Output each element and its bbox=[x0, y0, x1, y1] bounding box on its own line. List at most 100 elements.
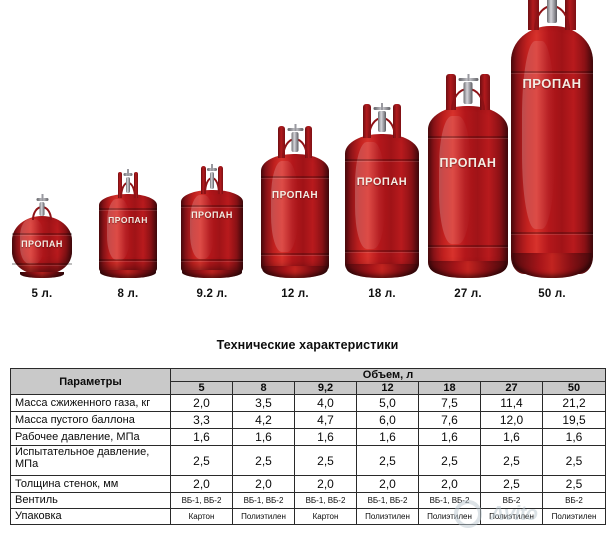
row-parameter-label: Масса сжиженного газа, кг bbox=[10, 394, 171, 412]
row-value-cell: Картон bbox=[294, 508, 357, 525]
row-value-cell: ВБ-1, ВБ-2 bbox=[294, 492, 357, 509]
row-value-cell: ВБ-1, ВБ-2 bbox=[232, 492, 295, 509]
row-value-cell: 1,6 bbox=[232, 428, 295, 446]
row-value-cell: 19,5 bbox=[541, 411, 607, 429]
cylinder-valve bbox=[207, 164, 217, 189]
row-value-cell: 2,0 bbox=[294, 475, 357, 493]
row-value-cell: 2,0 bbox=[232, 475, 295, 493]
cylinder-valve bbox=[123, 169, 133, 193]
row-value-cell: 1,6 bbox=[418, 428, 481, 446]
valve-stem bbox=[211, 164, 213, 171]
cylinder-illustration: ПРОПАН 8 л. bbox=[85, 162, 171, 300]
row-value-cell: 2,5 bbox=[480, 475, 543, 493]
cylinder-valve bbox=[36, 194, 48, 216]
cylinder-brand-text: ПРОПАН bbox=[108, 215, 148, 225]
collar-post bbox=[480, 74, 490, 110]
table-row: Испытательное давление, МПа 2,5 2,5 2,5 2,5 2… bbox=[10, 445, 607, 476]
row-value-cell: 3,3 bbox=[170, 411, 233, 429]
weld-seam bbox=[181, 259, 243, 261]
cylinder-brand-text: ПРОПАН bbox=[271, 190, 319, 201]
row-value-cell: 1,6 bbox=[294, 428, 357, 446]
cylinder-9.2: ПРОПАН 9.2 л. bbox=[167, 156, 257, 300]
valve-stem bbox=[467, 74, 469, 81]
row-value-cell: 2,5 bbox=[232, 445, 295, 476]
row-value-cell: 2,0 bbox=[170, 475, 233, 493]
row-value-cell: 2,5 bbox=[480, 445, 543, 476]
cylinder-illustration: ПРОПАН 18 л. bbox=[331, 94, 433, 300]
volume-column-header: 9,2 bbox=[294, 381, 357, 395]
row-value-cell: 21,2 bbox=[541, 394, 607, 412]
cylinder-valve bbox=[373, 103, 391, 132]
row-value-cell: 2,0 bbox=[418, 475, 481, 493]
weld-seam bbox=[511, 232, 593, 234]
cylinder-brand-text: ПРОПАН bbox=[191, 210, 233, 220]
cylinder-18: ПРОПАН 18 л. bbox=[331, 94, 433, 300]
weld-seam bbox=[99, 259, 157, 261]
cylinder-gallery: ПРОПАН 5 л. ПРОПАН 8 л. ПРОПАН 9.2 л. ПРОПАН 12… bbox=[12, 0, 607, 300]
cylinder-collar bbox=[29, 194, 55, 220]
weld-seam bbox=[345, 159, 419, 161]
collar-post bbox=[565, 0, 576, 30]
row-value-cell: 7,5 bbox=[418, 394, 481, 412]
volume-column-header: 50 bbox=[541, 381, 607, 395]
row-value-cell: Полиэтилен bbox=[541, 508, 607, 525]
cylinder-brand-text: ПРОПАН bbox=[439, 156, 497, 170]
row-value-cell: ВБ-1, ВБ-2 bbox=[356, 492, 419, 509]
cylinder-foot-ring bbox=[262, 266, 328, 278]
cylinder-size-label: 27 л. bbox=[454, 288, 482, 300]
specifications-table: Параметры Объем, л 5 8 9,2 12 18 27 50 Масса с… bbox=[10, 368, 607, 525]
collar-post bbox=[446, 74, 456, 110]
row-value-cell: Картон bbox=[170, 508, 233, 525]
weld-seam bbox=[428, 136, 508, 138]
row-value-cell: 4,2 bbox=[232, 411, 295, 429]
collar-post bbox=[528, 0, 539, 30]
cylinder-size-label: 9.2 л. bbox=[196, 288, 228, 300]
param-header-cell: Параметры bbox=[10, 368, 171, 395]
cylinder-illustration: ПРОПАН 12 л. bbox=[247, 116, 343, 300]
weld-seam bbox=[345, 250, 419, 252]
cylinder-12: ПРОПАН 12 л. bbox=[247, 116, 343, 300]
valve-stem bbox=[381, 103, 383, 110]
table-row: Масса пустого баллона 3,3 4,2 4,7 6,0 7,6 12,0… bbox=[10, 411, 607, 429]
cylinder-size-label: 5 л. bbox=[31, 288, 53, 300]
weld-seam bbox=[428, 245, 508, 247]
row-value-cell: 2,5 bbox=[541, 475, 607, 493]
cylinder-collar bbox=[363, 103, 401, 138]
valve-stem bbox=[127, 169, 129, 176]
table-head: Параметры Объем, л 5 8 9,2 12 18 27 50 bbox=[10, 368, 607, 395]
table-row: Масса сжиженного газа, кг 2,0 3,5 4,0 5,0 7,5… bbox=[10, 394, 607, 412]
weld-seam bbox=[99, 208, 157, 210]
table-row: Упаковка Картон Полиэтилен Картон Полиэтилен… bbox=[10, 508, 607, 525]
row-value-cell: 1,6 bbox=[170, 428, 233, 446]
cylinder-body: ПРОПАН bbox=[428, 106, 508, 274]
row-value-cell: 1,6 bbox=[356, 428, 419, 446]
row-value-cell: ВБ-2 bbox=[541, 492, 607, 509]
cylinder-brand-text: ПРОПАН bbox=[21, 239, 63, 249]
collar-post bbox=[304, 126, 312, 158]
cylinder-body: ПРОПАН bbox=[345, 134, 419, 274]
cylinder-foot-ring bbox=[429, 261, 507, 278]
collar-post bbox=[392, 104, 401, 138]
row-value-cell: 2,5 bbox=[356, 445, 419, 476]
row-value-cell: 4,0 bbox=[294, 394, 357, 412]
row-value-cell: 2,0 bbox=[170, 394, 233, 412]
row-value-cell: 3,5 bbox=[232, 394, 295, 412]
cylinder-illustration: ПРОПАН 50 л. bbox=[497, 0, 607, 300]
table-column-header-row: 5 8 9,2 12 18 27 50 bbox=[11, 381, 607, 395]
row-value-cell: 2,5 bbox=[418, 445, 481, 476]
cylinder-size-label: 18 л. bbox=[368, 288, 396, 300]
cylinder-body: ПРОПАН bbox=[511, 26, 593, 274]
volume-group-header: Объем, л bbox=[169, 368, 607, 382]
cylinder-valve bbox=[287, 124, 303, 152]
row-value-cell: 1,6 bbox=[480, 428, 543, 446]
row-parameter-label: Масса пустого баллона bbox=[10, 411, 171, 429]
weld-seam bbox=[261, 253, 329, 255]
collar-post bbox=[363, 104, 372, 138]
row-value-cell: ВБ-2 bbox=[480, 492, 543, 509]
row-parameter-label: Толщина стенок, мм bbox=[10, 475, 171, 493]
cylinder-body: ПРОПАН bbox=[181, 190, 243, 274]
volume-column-header: 27 bbox=[480, 381, 543, 395]
row-value-cell: 1,6 bbox=[541, 428, 607, 446]
cylinder-brand-text: ПРОПАН bbox=[522, 76, 582, 91]
cylinder-illustration: ПРОПАН 9.2 л. bbox=[167, 156, 257, 300]
